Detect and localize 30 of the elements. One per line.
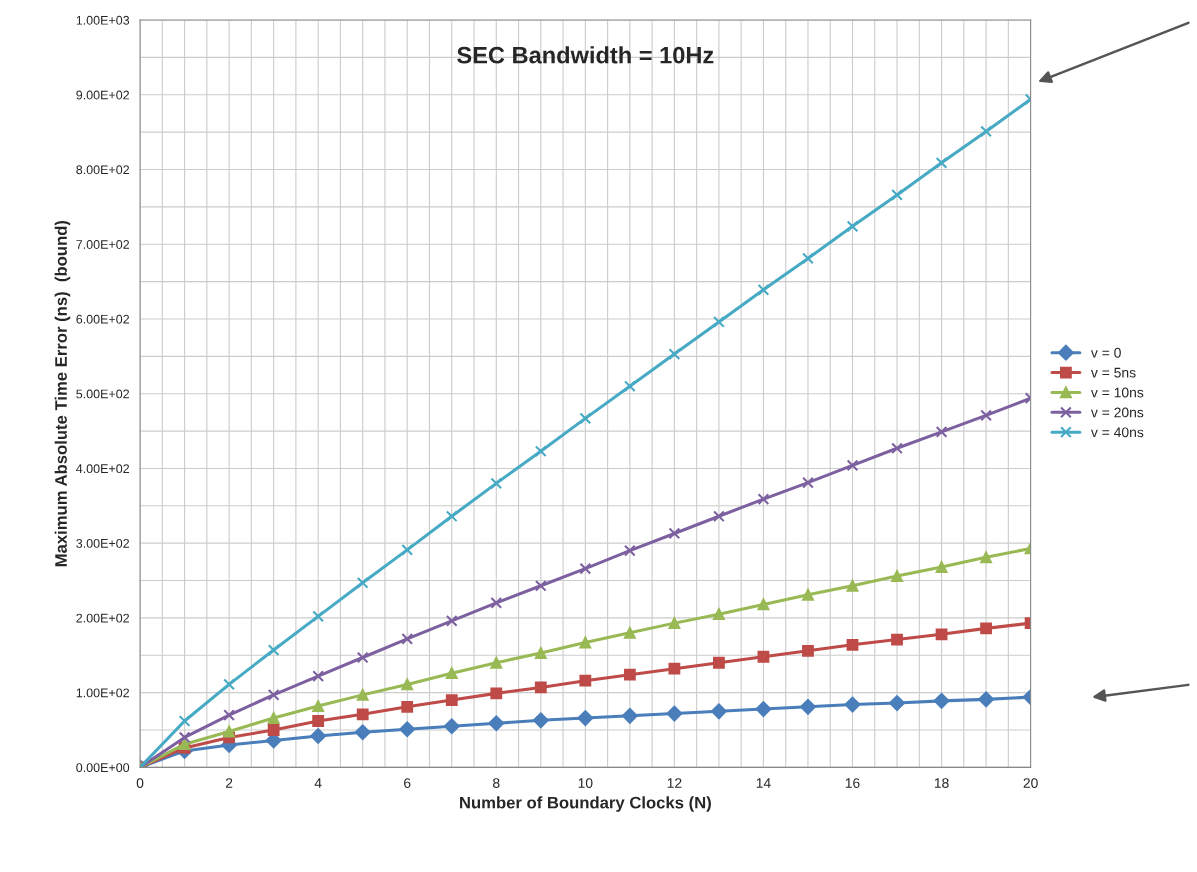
- x-tick-label: 20: [1023, 778, 1038, 788]
- legend-label: v = 10ns: [1090, 387, 1144, 398]
- x-tick-label: 12: [667, 778, 682, 788]
- legend-label: v = 5ns: [1090, 367, 1136, 378]
- y-tick-label: 5.00E+02: [76, 389, 130, 399]
- legend-label: v = 0: [1090, 347, 1121, 358]
- y-tick-label: 2.00E+02: [76, 613, 130, 623]
- x-tick-label: 16: [845, 778, 860, 788]
- y-tick-label: 0.00E+00: [76, 763, 130, 773]
- x-tick-label: 8: [493, 778, 500, 788]
- y-tick-label: 7.00E+02: [76, 240, 130, 249]
- x-axis-title: Number of Boundary Clocks (N): [460, 796, 711, 812]
- y-tick-label: 4.00E+02: [76, 464, 130, 474]
- legend-label: v = 20ns: [1090, 407, 1144, 418]
- y-tick-label: 9.00E+02: [76, 90, 130, 100]
- y-tick-label: 1.00E+02: [76, 688, 130, 698]
- x-tick-label: 0: [136, 778, 144, 788]
- x-tick-label: 14: [756, 778, 771, 788]
- legend-label: v = 40ns: [1090, 427, 1144, 438]
- y-tick-label: 8.00E+02: [76, 165, 130, 175]
- y-tick-label: 3.00E+02: [76, 538, 130, 548]
- x-tick-label: 2: [225, 778, 233, 788]
- text: SEC Bandwidth = 10Hz: [457, 46, 714, 64]
- x-tick-label: 4: [314, 778, 322, 788]
- y-tick-label: 6.00E+02: [76, 314, 130, 324]
- x-tick-label: 6: [404, 778, 411, 788]
- x-tick-label: 10: [578, 778, 593, 788]
- x-tick-label: 18: [934, 778, 949, 788]
- y-axis-title: Maximum Absolute Time Error (ns) (bound): [54, 220, 71, 567]
- y-tick-label: 1.00E+03: [76, 15, 130, 25]
